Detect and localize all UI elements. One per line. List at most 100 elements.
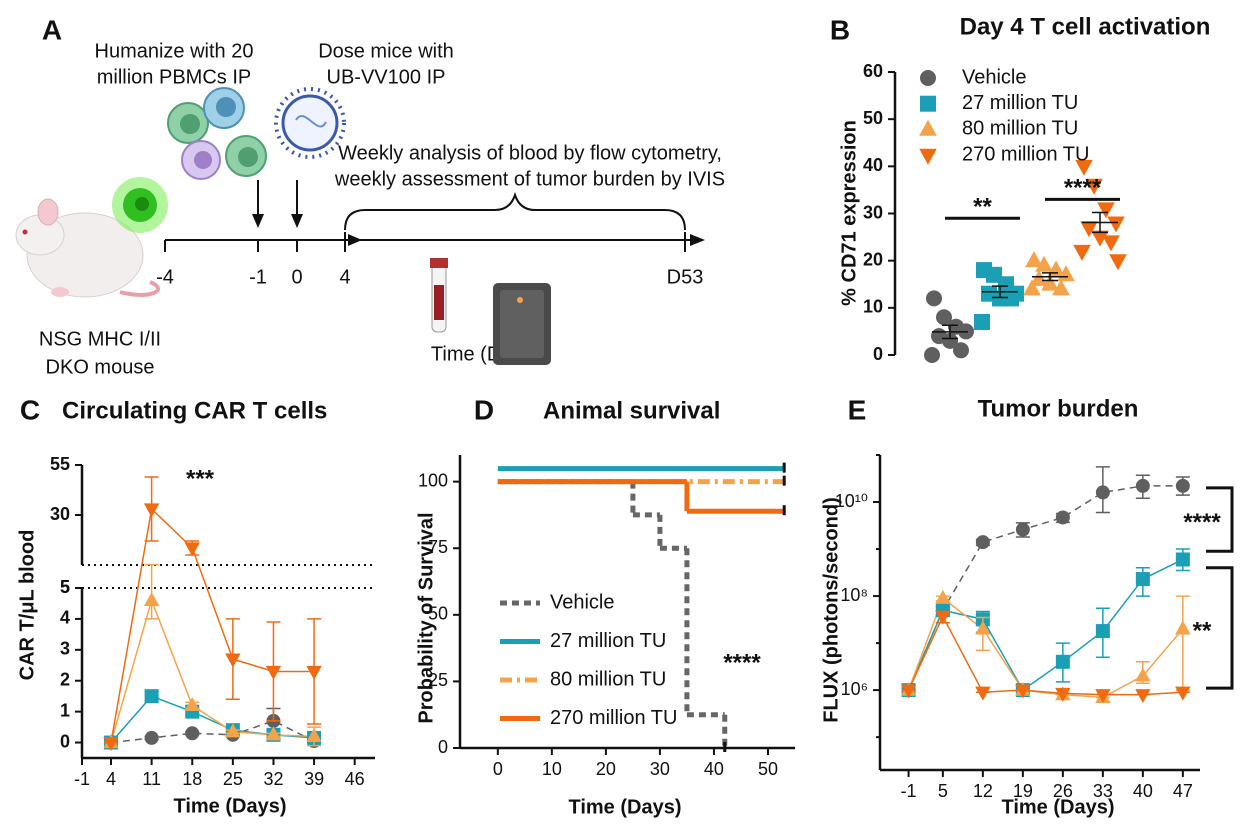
y-tick-label: 2 [60,669,70,689]
analysis-text: weekly assessment of tumor burden by IVI… [334,168,725,190]
series-line [907,485,1183,691]
marker [919,148,937,165]
x-tick-label: 11 [142,769,161,789]
x-tick-label: 25 [223,769,243,789]
marker [185,726,200,741]
x-tick-label: 32 [263,769,283,789]
marker [103,736,119,751]
marker [1025,251,1043,268]
y-tick-label: 0 [438,737,448,757]
marker [1085,178,1103,195]
y-tick-label: 4 [60,608,70,628]
marker [1135,689,1151,704]
marker [1135,478,1150,493]
significance-label: **** [1064,175,1102,202]
marker [1015,522,1030,537]
marker [936,309,952,326]
error-bar [1175,595,1190,691]
y-tick-label: 10¹⁰ [835,491,868,511]
marker [1055,510,1070,525]
x-tick-label: 18 [182,769,202,789]
timeline-label: -1 [249,266,267,288]
y-tick-label: 30 [863,202,883,222]
marker [225,653,241,668]
marker [1030,269,1048,286]
error-bar [992,285,1008,299]
marker [1055,654,1070,669]
legend-label: 270 million TU [550,707,677,729]
tumor-icon [112,177,168,233]
y-tick-label: 5 [60,577,70,597]
chart-title: Circulating CAR T cells [62,397,327,424]
x-tick-label: -1 [74,769,90,789]
y-tick-label: 50 [863,108,883,128]
marker [225,723,241,738]
y-tick-label: 0 [60,731,70,751]
y-axis-label: FLUX (photons/second) [820,497,842,723]
y-axis-label: % CD71 expression [838,120,860,306]
marker [1095,689,1111,704]
marker [265,726,282,741]
schematic: A Humanize with 20 million PBMCs IP Dose… [15,14,725,378]
legend-label: 80 million TU [550,668,666,690]
x-tick-label: 46 [345,769,365,789]
marker [1041,274,1059,291]
analysis-text: Weekly analysis of blood by flow cytomet… [338,142,722,164]
y-tick-label: 10⁸ [840,585,868,605]
pbmc-icon [167,87,267,180]
marker [920,95,936,112]
y-tick-label: 1 [60,700,70,720]
marker [975,535,990,550]
legend-label: 80 million TU [962,118,1078,140]
timeline-label: -4 [156,266,174,288]
step-text: Dose mice with [318,40,454,62]
y-axis-label: Probability of Survival [415,512,437,723]
step-text: UB-VV100 IP [327,66,446,88]
chart-title: Day 4 T cell activation [960,13,1211,40]
y-axis-label: CAR T/μL blood [16,530,38,681]
x-tick-label: 47 [1173,781,1193,801]
marker [1175,620,1191,635]
blood-tube-icon [430,258,448,333]
y-tick-label: 55 [50,454,70,474]
x-axis-label: Time (Days) [568,796,681,818]
marker [975,620,991,635]
mouse-label: NSG MHC I/II [39,328,161,350]
legend-label: 27 million TU [962,92,1078,114]
marker [1091,230,1109,247]
error-bar [144,563,159,620]
marker [1015,684,1031,699]
y-tick-label: 30 [50,504,70,524]
marker [1075,159,1093,176]
marker [1135,667,1151,682]
marker [144,730,159,745]
marker [1175,686,1191,701]
y-tick-label: 5 [60,577,70,597]
significance-bracket [1206,486,1234,553]
marker [924,347,940,363]
significance-label: **** [1183,509,1221,536]
marker [306,665,322,680]
error-bar [942,324,958,340]
x-tick-label: 40 [704,759,724,779]
marker [953,342,969,359]
marker [1095,485,1110,500]
legend-label: 270 million TU [962,143,1089,165]
marker [1102,235,1120,252]
panel-letter: B [830,14,850,45]
marker [935,610,951,625]
mouse-icon [15,198,160,298]
error-bar [1042,272,1058,282]
x-tick-label: 12 [973,781,993,801]
legend-label: Vehicle [962,66,1027,88]
chart-title: Animal survival [543,397,720,424]
marker [1095,624,1110,639]
marker [975,686,991,701]
marker [935,589,951,604]
significance-label: ** [973,194,992,221]
error-bar [1092,211,1108,234]
marker [1097,202,1115,219]
y-tick-label: 20 [863,249,883,269]
x-tick-label: 33 [1093,781,1113,801]
